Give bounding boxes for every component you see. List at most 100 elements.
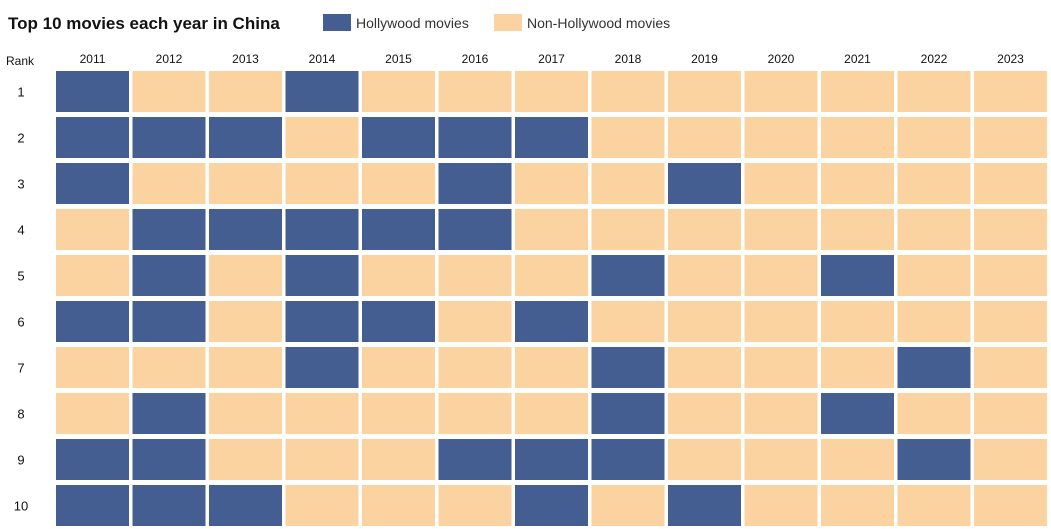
- cell-non-hollywood: [515, 209, 588, 250]
- cell-non-hollywood: [362, 163, 435, 204]
- cell-non-hollywood: [974, 301, 1047, 342]
- cell-non-hollywood: [744, 209, 818, 250]
- cell-non-hollywood: [56, 347, 129, 388]
- cell-non-hollywood: [515, 163, 588, 204]
- cell-hollywood: [515, 439, 588, 480]
- cell-non-hollywood: [668, 301, 741, 342]
- cell-hollywood: [821, 255, 894, 296]
- cell-non-hollywood: [744, 71, 818, 112]
- cell-non-hollywood: [209, 301, 282, 342]
- cell-hollywood: [285, 347, 359, 388]
- cell-non-hollywood: [668, 209, 741, 250]
- cell-non-hollywood: [285, 393, 359, 434]
- heatmap-cells: [56, 71, 1047, 526]
- cell-hollywood: [132, 255, 206, 296]
- cell-non-hollywood: [362, 485, 435, 526]
- rank-label: 6: [17, 315, 24, 330]
- cell-non-hollywood: [744, 255, 818, 296]
- cell-hollywood: [132, 393, 206, 434]
- cell-hollywood: [591, 393, 665, 434]
- rank-label: 9: [17, 453, 24, 468]
- cell-non-hollywood: [132, 71, 206, 112]
- cell-non-hollywood: [744, 163, 818, 204]
- cell-hollywood: [285, 301, 359, 342]
- cell-non-hollywood: [209, 71, 282, 112]
- cell-non-hollywood: [591, 209, 665, 250]
- cell-hollywood: [285, 71, 359, 112]
- cell-non-hollywood: [438, 485, 512, 526]
- cell-non-hollywood: [285, 485, 359, 526]
- rank-axis-label: Rank: [6, 54, 35, 68]
- cell-hollywood: [362, 209, 435, 250]
- year-label: 2016: [462, 52, 489, 66]
- cell-non-hollywood: [744, 301, 818, 342]
- cell-non-hollywood: [668, 393, 741, 434]
- cell-non-hollywood: [668, 71, 741, 112]
- cell-non-hollywood: [438, 255, 512, 296]
- cell-non-hollywood: [744, 439, 818, 480]
- cell-non-hollywood: [438, 393, 512, 434]
- cell-non-hollywood: [974, 209, 1047, 250]
- cell-non-hollywood: [974, 71, 1047, 112]
- cell-non-hollywood: [209, 255, 282, 296]
- cell-hollywood: [56, 485, 129, 526]
- cell-non-hollywood: [362, 71, 435, 112]
- cell-hollywood: [362, 117, 435, 158]
- cell-non-hollywood: [744, 393, 818, 434]
- cell-non-hollywood: [974, 393, 1047, 434]
- cell-hollywood: [438, 163, 512, 204]
- cell-non-hollywood: [591, 163, 665, 204]
- cell-hollywood: [56, 163, 129, 204]
- year-label: 2021: [844, 52, 871, 66]
- cell-non-hollywood: [362, 393, 435, 434]
- year-label: 2018: [615, 52, 642, 66]
- cell-hollywood: [132, 439, 206, 480]
- cell-non-hollywood: [821, 301, 894, 342]
- cell-non-hollywood: [132, 163, 206, 204]
- rank-label: 3: [17, 177, 24, 192]
- cell-non-hollywood: [56, 255, 129, 296]
- cell-non-hollywood: [897, 255, 971, 296]
- cell-non-hollywood: [285, 163, 359, 204]
- cell-hollywood: [132, 209, 206, 250]
- year-label: 2014: [309, 52, 336, 66]
- cell-non-hollywood: [362, 255, 435, 296]
- cell-hollywood: [591, 347, 665, 388]
- cell-non-hollywood: [515, 393, 588, 434]
- cell-hollywood: [285, 255, 359, 296]
- cell-hollywood: [515, 301, 588, 342]
- cell-hollywood: [438, 439, 512, 480]
- cell-non-hollywood: [362, 439, 435, 480]
- cell-hollywood: [209, 209, 282, 250]
- cell-non-hollywood: [974, 163, 1047, 204]
- year-label: 2019: [691, 52, 718, 66]
- cell-non-hollywood: [897, 71, 971, 112]
- cell-hollywood: [132, 485, 206, 526]
- year-label: 2015: [385, 52, 412, 66]
- cell-non-hollywood: [438, 301, 512, 342]
- cell-hollywood: [668, 163, 741, 204]
- cell-non-hollywood: [209, 163, 282, 204]
- cell-hollywood: [209, 117, 282, 158]
- cell-non-hollywood: [974, 255, 1047, 296]
- cell-non-hollywood: [668, 117, 741, 158]
- cell-hollywood: [897, 347, 971, 388]
- cell-non-hollywood: [591, 301, 665, 342]
- legend-swatch-non-hollywood: [494, 14, 522, 31]
- cell-non-hollywood: [974, 347, 1047, 388]
- rank-label: 7: [17, 361, 24, 376]
- cell-non-hollywood: [974, 485, 1047, 526]
- cell-non-hollywood: [591, 117, 665, 158]
- cell-non-hollywood: [362, 347, 435, 388]
- cell-hollywood: [132, 301, 206, 342]
- cell-non-hollywood: [821, 439, 894, 480]
- cell-hollywood: [591, 255, 665, 296]
- cell-non-hollywood: [285, 117, 359, 158]
- cell-non-hollywood: [591, 485, 665, 526]
- cell-hollywood: [897, 439, 971, 480]
- cell-non-hollywood: [56, 209, 129, 250]
- cell-hollywood: [362, 301, 435, 342]
- cell-non-hollywood: [668, 255, 741, 296]
- cell-non-hollywood: [897, 301, 971, 342]
